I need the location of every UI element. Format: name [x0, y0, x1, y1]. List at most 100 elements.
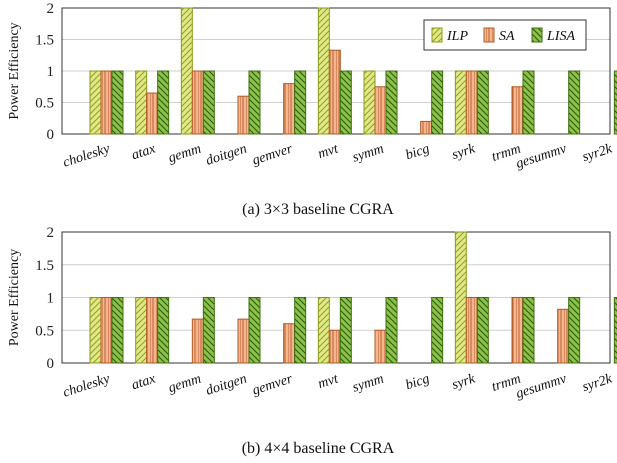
bar-lisa-atax: [157, 70, 170, 135]
category-label: symm: [351, 142, 386, 166]
bar-lisa-mvt: [339, 297, 352, 364]
category-label: mvt: [316, 371, 341, 392]
category-label: atax: [130, 371, 158, 393]
bar-lisa-syr2k: [613, 297, 617, 364]
y-axis-label: Power Efficiency: [7, 249, 22, 346]
category-label: gemm: [167, 142, 203, 167]
y-tick-label: 2: [47, 225, 55, 241]
bar-sa-symm: [374, 329, 387, 364]
category-label: gemver: [251, 141, 295, 168]
bar-sa-syrk: [465, 70, 478, 135]
y-tick-label: 0: [47, 127, 55, 143]
bar-sa-symm: [374, 86, 387, 135]
legend-swatch-ilp: [431, 27, 443, 43]
category-label: bicg: [404, 372, 432, 394]
bar-sa-cholesky: [100, 70, 113, 135]
category-label: gemm: [167, 372, 203, 397]
bar-sa-mvt: [328, 329, 341, 364]
y-tick-label: 1.5: [35, 33, 54, 49]
bar-lisa-syrk: [476, 70, 489, 135]
bar-lisa-gemver: [294, 70, 307, 135]
category-label: atax: [130, 141, 158, 163]
bar-lisa-gemver: [294, 297, 307, 364]
bar-ilp-cholesky: [89, 70, 102, 135]
category-label: doitgen: [204, 372, 249, 399]
y-tick-label: 2: [47, 1, 55, 17]
bar-ilp-cholesky: [89, 297, 102, 364]
bar-sa-trmm: [511, 86, 524, 135]
bar-lisa-gesummv: [568, 70, 581, 135]
bar-ilp-mvt: [317, 297, 330, 364]
bar-ilp-atax: [135, 297, 148, 364]
category-label: symm: [351, 372, 386, 396]
caption-4x4: (b) 4×4 baseline CGRA: [242, 440, 395, 457]
bar-sa-doitgen: [237, 95, 250, 135]
bar-lisa-cholesky: [111, 70, 124, 135]
bar-ilp-gemm: [180, 7, 193, 135]
bar-ilp-symm: [363, 70, 376, 135]
bar-lisa-trmm: [522, 297, 535, 364]
bar-lisa-doitgen: [248, 70, 261, 135]
bar-lisa-atax: [157, 297, 170, 364]
bar-lisa-syrk: [476, 297, 489, 364]
bar-lisa-gesummv: [568, 297, 581, 364]
y-tick-label: 0.5: [35, 96, 54, 112]
category-label: cholesky: [61, 371, 112, 400]
bar-sa-bicg: [420, 120, 433, 135]
bar-sa-gemver: [283, 83, 296, 135]
y-tick-label: 1: [47, 64, 55, 80]
category-label: doitgen: [204, 142, 249, 169]
bar-sa-gesummv: [557, 308, 570, 364]
legend: ILP SA LISA: [423, 19, 587, 51]
category-label: gesummv: [514, 371, 569, 402]
bar-ilp-syrk: [454, 231, 467, 364]
bar-ilp-mvt: [317, 7, 330, 135]
bar-sa-syrk: [465, 297, 478, 364]
bar-sa-atax: [146, 92, 159, 135]
bar-ilp-atax: [135, 70, 148, 135]
legend-label-lisa: LISA: [546, 29, 575, 44]
category-label: bicg: [404, 142, 432, 164]
y-tick-label: 0: [47, 356, 55, 372]
category-label: syr2k: [581, 141, 615, 165]
category-label: mvt: [316, 141, 341, 162]
bar-lisa-gemm: [202, 297, 215, 364]
bar-lisa-cholesky: [111, 297, 124, 364]
bar-lisa-symm: [385, 297, 398, 364]
legend-label-ilp: ILP: [446, 29, 468, 44]
legend-swatch-lisa: [531, 27, 543, 43]
category-label: gemver: [251, 371, 295, 398]
category-label: syrk: [450, 141, 478, 163]
category-label: cholesky: [61, 141, 112, 170]
bar-sa-trmm: [511, 297, 524, 364]
y-tick-label: 1: [47, 291, 55, 307]
bar-sa-doitgen: [237, 318, 250, 364]
bar-sa-gemm: [191, 318, 204, 364]
y-tick-label: 1.5: [35, 258, 54, 274]
bar-lisa-syr2k: [613, 70, 617, 135]
category-label: gesummv: [514, 141, 569, 172]
bar-lisa-bicg: [431, 70, 444, 135]
bar-sa-gemm: [191, 70, 204, 135]
category-label: syr2k: [581, 371, 615, 395]
legend-label-sa: SA: [499, 29, 515, 44]
y-tick-label: 0.5: [35, 323, 54, 339]
bar-ilp-syrk: [454, 70, 467, 135]
bar-sa-cholesky: [100, 297, 113, 364]
bar-lisa-gemm: [202, 70, 215, 135]
legend-swatch-sa: [483, 27, 495, 43]
bar-sa-mvt: [328, 49, 341, 135]
bar-sa-gemver: [283, 323, 296, 364]
category-label: syrk: [450, 371, 478, 393]
bar-lisa-bicg: [431, 297, 444, 364]
bar-lisa-trmm: [522, 70, 535, 135]
bar-lisa-mvt: [339, 70, 352, 135]
legend-box: [423, 19, 587, 51]
bar-lisa-symm: [385, 70, 398, 135]
caption-3x3: (a) 3×3 baseline CGRA: [242, 201, 394, 218]
bar-sa-atax: [146, 297, 159, 364]
bar-lisa-doitgen: [248, 297, 261, 364]
